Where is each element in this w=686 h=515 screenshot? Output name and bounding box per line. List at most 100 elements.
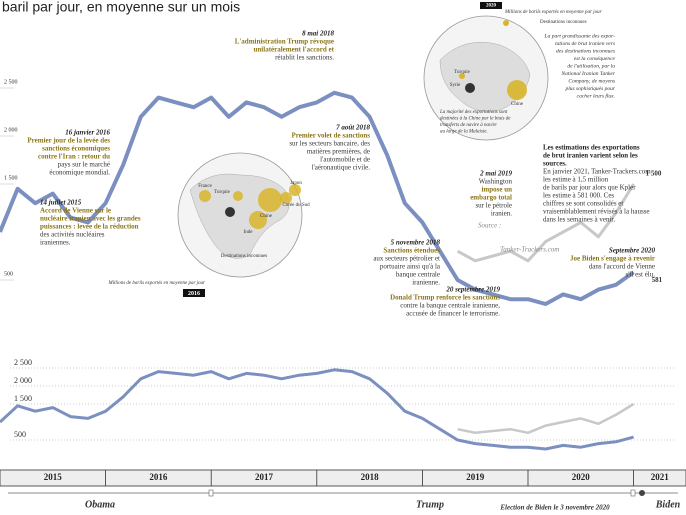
annotation-line: Les estimations des exportations (543, 144, 640, 152)
globe-label: Syrie (450, 83, 461, 88)
x-tick-label: 2016 (149, 472, 168, 482)
y-tick-label: 500 (14, 430, 26, 439)
annotation-line: 20 septembre 2019 (445, 286, 500, 294)
series-line (0, 368, 634, 451)
president: Trump (416, 499, 444, 510)
annotation-line: Premier volet de sanctions (292, 132, 371, 140)
annotation-line: 8 mai 2018 (302, 30, 334, 38)
annotation-line: L'administration Trump révoque (235, 38, 334, 46)
x-tick-label: 2015 (44, 472, 63, 482)
series-line (456, 183, 635, 263)
annotation-line: rétablit les sanctions. (275, 54, 334, 62)
annotation-line: 16 janvier 2016 (65, 129, 110, 137)
annotation-line: pays sur le marché (58, 161, 110, 169)
annotation-line: contre l'Iran : retour du (38, 153, 110, 161)
annotation-line: Septembre 2020 (609, 247, 656, 255)
year-box (183, 289, 205, 297)
x-tick-label: 2020 (572, 472, 591, 482)
globe-note: plus sophistiqués pour (564, 86, 615, 92)
series-name: Tanker-Trackers.com (500, 246, 559, 254)
election-dot (639, 490, 645, 496)
annotation-line: Donald Trump renforce les sanctions (390, 294, 500, 302)
globe-note: au large de la Malaisie. (440, 130, 488, 135)
annotation-line: chiffres se sont consolidés et (543, 200, 623, 208)
annotation-line: vraisemblablement révisés à la hausse (543, 208, 650, 216)
series-line (457, 402, 635, 435)
globe-2020 (423, 15, 549, 141)
annotation-line: l'aéronautique civile. (312, 164, 371, 172)
globe-label: Japon (290, 181, 302, 186)
globe-note: La majorité des exportations sont (439, 110, 508, 115)
globe-note: de l'utilisation, par la (567, 63, 615, 69)
globe-note: destinées à la Chine par le biais de (440, 117, 511, 122)
data-label: 1 500 (646, 170, 662, 178)
annotation-line: aux secteurs pétrolier et (373, 255, 440, 263)
y-tick-label: 2 000 (4, 127, 18, 133)
x-tick-label: 2019 (466, 472, 485, 482)
y-tick-label: 2 500 (14, 358, 32, 367)
globe-caption: Millions de barils exportés en moyenne p… (504, 10, 602, 15)
annotation-line: En janvier 2021, Tanker-Trackers.com (543, 168, 651, 176)
annotation-line: sanctions économiques (42, 145, 110, 153)
annotation-line: les estime à 1,5 million (543, 176, 609, 184)
annotation-line: contre la banque centrale iranienne, (400, 302, 500, 310)
source: Source : (478, 222, 501, 230)
annotation-line: s'il est élu. (626, 271, 656, 279)
globe-note: National Iranian Tanker (560, 71, 615, 77)
year-box (480, 2, 502, 9)
annotation-line: sur le pétrole (475, 202, 512, 210)
annotation-line: des activités nucléaires (40, 231, 105, 239)
annotation-line: 5 novembre 2018 (391, 239, 441, 247)
annotation-line: iranien. (491, 210, 512, 218)
annotation-line: iraniennes. (40, 239, 71, 247)
term-marker (630, 489, 636, 497)
president: Obama (85, 499, 115, 510)
globe-label: Inde (244, 230, 254, 235)
annotation-line: de barils par jour alors que Kpler (543, 184, 636, 192)
annotation-line: nucléaire iranien avec les grandes (40, 215, 141, 223)
annotation-line: puissances : levée de la réduction (40, 223, 139, 231)
x-tick-label: 2021 (651, 472, 670, 482)
annotation-line: accusée de financer le terrorisme. (406, 310, 500, 318)
globe-label: Chine (511, 102, 524, 107)
president: Biden (655, 499, 681, 510)
annotation-line: 14 juillet 2015 (40, 199, 82, 207)
annotation-line: Premier jour de la levée des (27, 137, 110, 145)
globe-label: Turquie (214, 190, 230, 195)
globe-note: Company, de moyens (568, 78, 615, 84)
y-tick-label: 1 500 (14, 394, 32, 403)
election: Election de Biden le 3 novembre 2020 (499, 504, 610, 512)
annotation-line: iranienne. (412, 279, 440, 287)
globe-note: cacher leurs flux. (577, 92, 615, 99)
y-tick-label: 2 000 (14, 376, 32, 385)
title: baril par jour, en moyenne sur un mois (2, 0, 240, 15)
globe-note: La part grandissante des expor- (544, 33, 616, 39)
globe-label: Turquie (454, 70, 470, 75)
globe-label: Destinations inconnues (221, 254, 268, 259)
annotation-line: embargo total (470, 194, 512, 202)
globe-year: 2020 (486, 4, 497, 9)
globe-label: Chine (260, 214, 273, 219)
annotation-line: matières premières, de (307, 148, 370, 156)
y-tick-label: 1 500 (4, 175, 18, 181)
annotation-line: Washington (479, 178, 513, 186)
annotation-line: les estime à 581 000. Ces (543, 192, 614, 200)
annotation-line: de brut iranien varient selon les (543, 152, 638, 160)
globe-caption: Millions de barils exportés en moyenne p… (107, 281, 205, 286)
x-tick-label: 2018 (361, 472, 380, 482)
series-line (0, 90, 635, 306)
annotation-line: banque centrale (396, 271, 440, 279)
annotation-line: Accord de Vienne sur le (40, 207, 111, 215)
annotation-line: 7 août 2018 (336, 124, 370, 132)
annotation-line: l'automobile et de (320, 156, 370, 164)
annotation-line: impose un (481, 186, 512, 194)
annotation-line: 2 mai 2019 (479, 170, 512, 178)
annotation-line: Sanctions étendues (383, 247, 440, 255)
globe-note: tations de brut iranien vers (555, 41, 615, 47)
globe-note: est la conséquence (574, 56, 616, 62)
annotation-line: portuaire ainsi qu'à la (380, 263, 441, 271)
annotation-line: dans l'accord de Vienne (589, 263, 655, 271)
globe-note: des destinations inconnues (556, 48, 615, 54)
x-tick-label: 2017 (255, 472, 274, 482)
